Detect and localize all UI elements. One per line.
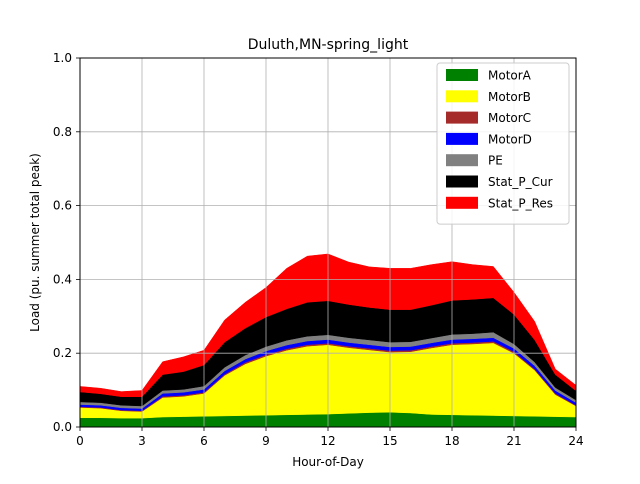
legend-label-motora: MotorA xyxy=(488,69,532,83)
legend-swatch-motora xyxy=(446,69,478,81)
y-tick-label-4: 0.8 xyxy=(53,125,72,139)
y-tick-label-0: 0.0 xyxy=(53,420,72,434)
x-tick-label-6: 18 xyxy=(444,434,459,448)
legend-swatch-pe xyxy=(446,154,478,167)
x-tick-label-2: 6 xyxy=(200,434,208,448)
x-axis-label: Hour-of-Day xyxy=(292,455,364,469)
y-axis-ticks: 0.0 0.2 0.4 0.6 0.8 1.0 xyxy=(53,51,80,434)
legend-swatch-motord xyxy=(446,132,478,145)
y-tick-label-1: 0.2 xyxy=(53,346,72,360)
y-tick-label-5: 1.0 xyxy=(53,51,72,65)
legend: MotorA MotorB MotorC MotorD PE Stat_P_Cur Stat… xyxy=(436,62,570,225)
legend-swatch-motorb xyxy=(446,90,478,103)
x-tick-label-8: 24 xyxy=(568,434,583,448)
y-axis-label: Load (pu. summer total peak) xyxy=(28,153,42,332)
legend-label-motorc: MotorC xyxy=(488,111,531,125)
x-tick-label-1: 3 xyxy=(138,434,146,448)
legend-label-motorb: MotorB xyxy=(488,90,531,104)
legend-swatch-stat-p-res xyxy=(446,196,478,209)
chart-title: Duluth,MN-spring_light xyxy=(248,37,409,53)
legend-swatch-motorc xyxy=(446,111,478,124)
x-tick-label-4: 12 xyxy=(320,434,335,448)
y-tick-label-3: 0.6 xyxy=(53,199,72,213)
legend-label-stat-p-res: Stat_P_Res xyxy=(488,196,553,210)
x-tick-label-5: 15 xyxy=(382,434,397,448)
x-axis-ticks: 0 3 6 9 12 15 18 21 24 xyxy=(76,427,584,448)
x-tick-label-7: 21 xyxy=(506,434,521,448)
x-tick-label-3: 9 xyxy=(262,434,270,448)
y-tick-label-2: 0.4 xyxy=(53,272,72,286)
legend-swatch-stat-p-cur xyxy=(446,175,478,188)
legend-label-motord: MotorD xyxy=(488,132,532,146)
legend-label-stat-p-cur: Stat_P_Cur xyxy=(488,175,553,189)
x-tick-label-0: 0 xyxy=(76,434,84,448)
legend-label-pe: PE xyxy=(488,154,503,168)
